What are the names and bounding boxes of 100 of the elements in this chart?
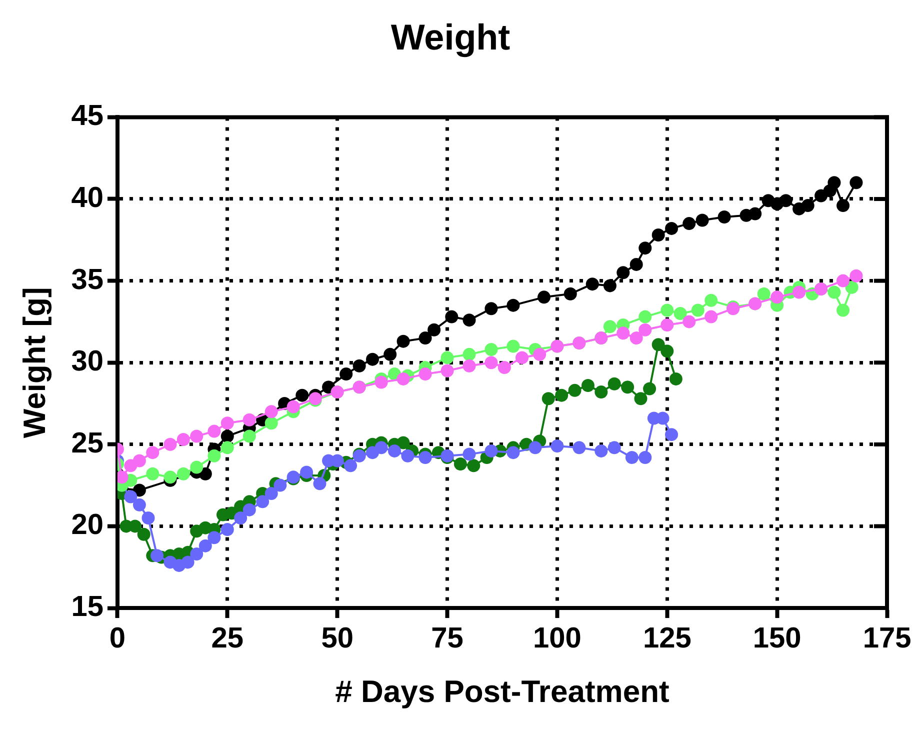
point (190, 430, 204, 443)
point (418, 332, 432, 345)
point (176, 432, 190, 446)
point (396, 334, 410, 348)
point (445, 310, 458, 324)
point (181, 556, 194, 569)
point (190, 548, 204, 561)
point (850, 269, 863, 282)
point (674, 307, 687, 320)
point (396, 372, 410, 386)
point (208, 424, 221, 438)
y-tick-label: 45 (71, 100, 104, 132)
point (146, 446, 160, 460)
point (340, 368, 353, 381)
point (608, 377, 621, 390)
x-tick-label: 150 (752, 622, 802, 654)
point (484, 302, 498, 316)
x-axis-title: # Days Post-Treatment (335, 674, 670, 709)
point (132, 498, 146, 512)
point (401, 449, 414, 462)
point (691, 304, 704, 317)
point (264, 416, 278, 430)
point (682, 217, 696, 230)
point (542, 392, 555, 406)
point (146, 467, 160, 480)
point (564, 287, 577, 300)
point (616, 266, 630, 280)
point (603, 320, 616, 334)
x-tick-label: 0 (109, 622, 126, 654)
point (498, 361, 511, 374)
point (242, 503, 256, 516)
point (418, 450, 432, 464)
point (757, 287, 770, 300)
point (462, 348, 476, 361)
point (264, 405, 278, 418)
point (581, 379, 594, 392)
chart-title: Weight (390, 16, 510, 58)
point (638, 323, 652, 336)
point (220, 522, 234, 536)
point (801, 199, 814, 212)
point (313, 477, 326, 490)
point (286, 400, 300, 414)
y-tick-label: 15 (71, 591, 104, 623)
point (638, 242, 652, 255)
x-tick-label: 50 (321, 622, 354, 654)
point (660, 304, 674, 317)
point (132, 454, 146, 468)
point (296, 388, 309, 402)
point (440, 364, 454, 378)
point (528, 441, 542, 454)
point (198, 467, 212, 480)
point (142, 512, 155, 525)
point (594, 386, 608, 399)
point (638, 450, 652, 464)
point (484, 343, 498, 356)
point (718, 210, 731, 224)
point (208, 531, 221, 544)
y-tick-label: 35 (71, 264, 104, 296)
point (533, 348, 546, 361)
point (484, 444, 498, 458)
point (704, 294, 718, 307)
point (850, 176, 863, 190)
x-tick-label: 25 (211, 622, 244, 654)
point (440, 351, 454, 364)
x-tick-label: 75 (431, 622, 464, 654)
x-tick-label: 175 (862, 622, 912, 654)
point (220, 430, 234, 443)
point (220, 416, 234, 430)
point (506, 298, 520, 312)
point (462, 448, 476, 461)
point (586, 278, 599, 291)
point (506, 340, 520, 353)
point (164, 470, 177, 484)
point (704, 310, 718, 324)
point (128, 520, 142, 533)
point (696, 214, 709, 227)
y-tick-label: 40 (71, 182, 104, 214)
point (608, 441, 621, 454)
point (836, 274, 850, 288)
point (344, 459, 358, 472)
point (150, 549, 164, 562)
point (652, 338, 665, 352)
point (418, 368, 432, 381)
point (630, 258, 643, 271)
point (630, 332, 643, 345)
point (665, 222, 678, 235)
point (234, 512, 248, 525)
point (828, 176, 841, 190)
point (748, 207, 762, 220)
point (374, 376, 388, 389)
point (828, 286, 841, 299)
point (462, 359, 476, 372)
point (137, 528, 150, 541)
point (467, 459, 480, 472)
point (198, 539, 212, 552)
x-tick-label: 125 (642, 622, 692, 654)
point (132, 484, 146, 497)
point (374, 441, 388, 454)
point (256, 495, 270, 508)
point (836, 304, 850, 317)
